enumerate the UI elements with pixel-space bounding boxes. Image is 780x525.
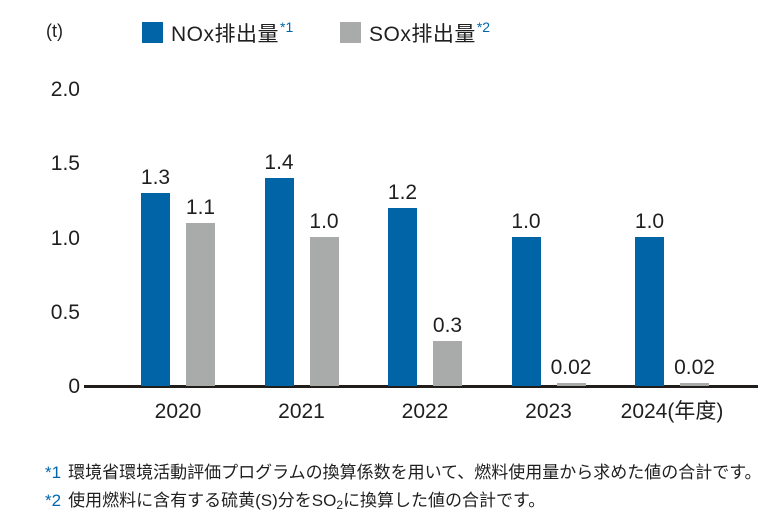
sox-bar-2020 (186, 223, 215, 386)
sox-bar-2021 (309, 237, 339, 386)
footnote-1: *1 環境省環境活動評価プログラムの換算係数を用いて、燃料使用量から求めた値の合計… (45, 459, 762, 487)
x-axis-label-2021: 2021 (278, 400, 325, 423)
y-tick-label-1.5: 1.5 (50, 152, 80, 176)
sox-footnote-ref: *2 (476, 18, 491, 35)
nox-value-label-2023: 1.0 (511, 210, 541, 233)
legend-item-nox: NOx排出量 *1 (142, 18, 294, 46)
footnote-1-text: 環境省環境活動評価プログラムの換算係数を用いて、燃料使用量から求めた値の合計です… (68, 463, 762, 482)
nox-value-label-2021: 1.4 (264, 151, 294, 174)
x-axis-label-2023: 2023 (525, 400, 572, 423)
nox-legend-label: NOx排出量 (171, 22, 279, 46)
x-axis-label-2022: 2022 (401, 400, 449, 423)
nox-legend-swatch (142, 22, 163, 43)
sox-bar-2024 (680, 383, 709, 386)
sox-legend-swatch (340, 22, 361, 43)
y-axis-unit-label: (t) (46, 21, 63, 41)
legend-item-sox: SOx排出量 *2 (340, 18, 491, 46)
nox-value-label-2022: 1.2 (387, 181, 418, 204)
x-axis-line (84, 385, 758, 388)
sox-bar-2022 (433, 341, 462, 386)
x-axis-label-2024: 2024(年度) (620, 400, 724, 423)
nox-value-label-2020: 1.3 (140, 166, 171, 189)
footnote-2-chem: SO (311, 491, 337, 510)
sox-value-label-2021: 1.0 (309, 210, 339, 233)
footnote-2-text-post: に換算した値の合計です。 (343, 491, 546, 510)
sox-value-label-2020: 1.1 (185, 196, 216, 219)
nox-bar-2024 (635, 237, 664, 386)
footnote-2-text-pre: 使用燃料に含有する硫黄(S)分を (68, 491, 312, 510)
nox-value-label-2024: 1.0 (634, 210, 665, 233)
nox-footnote-ref: *1 (280, 18, 294, 35)
nox-bar-2021 (264, 178, 294, 386)
sox-value-label-2022: 0.3 (432, 314, 463, 337)
y-tick-label-0.5: 0.5 (50, 300, 80, 324)
x-axis-label-2020: 2020 (154, 400, 202, 423)
y-tick-label-0: 0 (68, 375, 80, 398)
footnote-2-marker: *2 (45, 491, 62, 510)
footnote-1-marker: *1 (45, 463, 62, 482)
nox-bar-2020 (141, 193, 170, 386)
footnote-2: *2 使用燃料に含有する硫黄(S)分をSO2に換算した値の合計です。 (45, 487, 762, 519)
sox-bar-2023 (556, 383, 586, 386)
sox-value-label-2023: 0.02 (550, 356, 592, 379)
y-tick-label-1.0: 1.0 (50, 226, 80, 250)
nox-bar-2023 (511, 237, 541, 386)
sox-legend-label: SOx排出量 (369, 22, 476, 46)
footnotes: *1 環境省環境活動評価プログラムの換算係数を用いて、燃料使用量から求めた値の合計… (45, 459, 762, 519)
footnote-2-chem-subscript: 2 (336, 498, 343, 512)
sox-value-label-2024: 0.02 (674, 356, 715, 379)
y-tick-label-2.0: 2.0 (50, 78, 80, 101)
nox-bar-2022 (388, 208, 417, 386)
